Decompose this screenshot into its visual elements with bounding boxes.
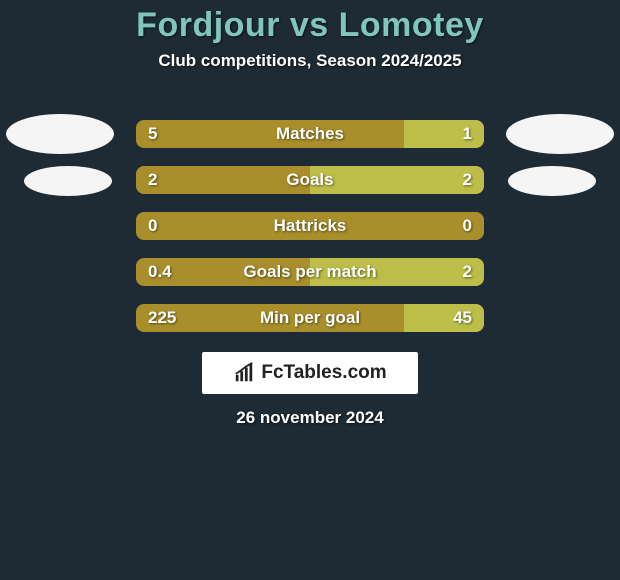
stat-value-left: 0.4 bbox=[148, 258, 172, 286]
right-player-avatar bbox=[506, 114, 614, 154]
stat-bar-right bbox=[404, 120, 484, 148]
stat-bar: 22545Min per goal bbox=[136, 304, 484, 332]
stat-row: 51Matches bbox=[0, 120, 620, 148]
stat-value-right: 1 bbox=[463, 120, 472, 148]
subtitle: Club competitions, Season 2024/2025 bbox=[0, 51, 620, 71]
stat-row: 00Hattricks bbox=[0, 212, 620, 240]
stat-value-right: 45 bbox=[453, 304, 472, 332]
left-player-avatar bbox=[6, 114, 114, 154]
stat-value-right: 2 bbox=[463, 166, 472, 194]
stat-bar-left bbox=[136, 120, 404, 148]
brand-logo-text: FcTables.com bbox=[261, 362, 386, 384]
comparison-canvas: Fordjour vs Lomotey Club competitions, S… bbox=[0, 0, 620, 580]
stat-value-left: 2 bbox=[148, 166, 157, 194]
stat-bar-left bbox=[136, 166, 310, 194]
stat-row: 22545Min per goal bbox=[0, 304, 620, 332]
stat-bar: 22Goals bbox=[136, 166, 484, 194]
stat-value-left: 0 bbox=[148, 212, 157, 240]
stat-bar-left bbox=[136, 212, 484, 240]
stat-value-right: 2 bbox=[463, 258, 472, 286]
stat-value-left: 225 bbox=[148, 304, 176, 332]
stats-rows: 51Matches22Goals00Hattricks0.42Goals per… bbox=[0, 120, 620, 350]
page-title: Fordjour vs Lomotey bbox=[0, 0, 620, 45]
stat-value-left: 5 bbox=[148, 120, 157, 148]
brand-logo: FcTables.com bbox=[202, 352, 418, 394]
stat-bar-right bbox=[310, 258, 484, 286]
stat-row: 0.42Goals per match bbox=[0, 258, 620, 286]
stat-row: 22Goals bbox=[0, 166, 620, 194]
stat-bar: 51Matches bbox=[136, 120, 484, 148]
stat-bar-right bbox=[404, 304, 484, 332]
left-player-avatar bbox=[24, 166, 112, 196]
stat-bar: 0.42Goals per match bbox=[136, 258, 484, 286]
stat-bar: 00Hattricks bbox=[136, 212, 484, 240]
stat-value-right: 0 bbox=[463, 212, 472, 240]
chart-icon bbox=[233, 362, 255, 384]
right-player-avatar bbox=[508, 166, 596, 196]
stat-bar-right bbox=[310, 166, 484, 194]
date-text: 26 november 2024 bbox=[0, 408, 620, 428]
